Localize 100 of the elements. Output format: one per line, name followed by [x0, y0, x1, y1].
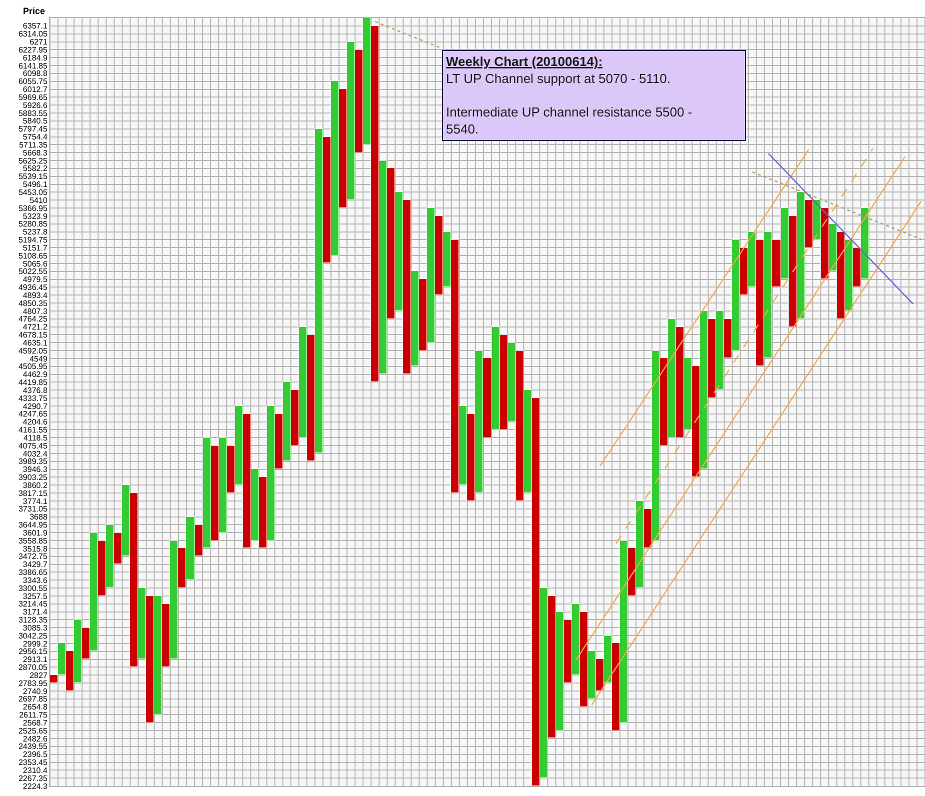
y-tick-label: 4721.2: [22, 322, 48, 332]
y-tick-label: 4247.65: [18, 410, 48, 419]
y-tick-label: 6141.85: [18, 61, 48, 70]
y-tick-label: 5969.65: [18, 92, 48, 102]
y-tick-label: 4592.05: [18, 346, 48, 356]
y-tick-label: 5366.95: [18, 204, 48, 213]
y-tick-label: 2525.65: [18, 726, 48, 736]
line-series: [615, 148, 874, 544]
y-tick-label: 3343.6: [22, 576, 48, 585]
y-tick-label: 5883.55: [18, 108, 48, 118]
y-tick-label: 4850.35: [18, 298, 48, 308]
y-axis-title: Price: [23, 6, 46, 16]
y-tick-label: 4764.25: [18, 314, 48, 324]
y-tick-label: 2267.35: [18, 774, 48, 783]
y-tick-label: 3601.9: [22, 528, 48, 538]
y-tick-label: 5711.35: [19, 140, 48, 150]
y-tick-label: 5151.7: [22, 243, 48, 252]
y-tick-label: 2439.55: [18, 742, 48, 752]
y-tick-label: 3085.3: [22, 623, 48, 632]
y-tick-label: 4161.55: [18, 426, 48, 435]
y-tick-label: 3558.85: [18, 536, 48, 546]
y-tick-label: 5625.25: [18, 156, 48, 166]
y-tick-label: 4075.45: [18, 441, 48, 450]
y-tick-label: 2482.6: [22, 734, 48, 744]
y-tick-label: 4505.95: [18, 362, 48, 372]
y-tick-label: 5065.6: [22, 259, 48, 268]
y-tick-label: 4290.7: [22, 402, 48, 411]
y-tick-label: 3774.1: [22, 496, 48, 506]
y-tick-label: 3860.2: [22, 480, 48, 490]
y-tick-label: 5668.3: [22, 148, 48, 158]
y-tick-label: 4204.6: [22, 418, 48, 427]
annotation: Weekly Chart (20100614):: [446, 54, 603, 69]
y-tick-label: 3903.25: [18, 473, 48, 482]
y-tick-label: 3042.25: [18, 631, 48, 640]
y-tick-label: 6314.05: [18, 30, 48, 39]
y-tick-label: 2611.75: [19, 710, 48, 720]
y-tick-label: 2783.95: [18, 678, 48, 688]
y-tick-label: 6271: [30, 38, 48, 47]
y-tick-label: 4333.75: [18, 394, 48, 403]
y-tick-label: 4979.5: [22, 275, 48, 284]
y-tick-label: 2827: [30, 670, 48, 680]
y-tick-label: 3171.4: [22, 608, 48, 617]
y-tick-label: 3688: [30, 512, 48, 522]
y-tick-label: 2740.9: [22, 686, 48, 696]
y-tick-label: 6055.75: [18, 77, 48, 86]
y-tick-label: 3300.55: [18, 584, 48, 593]
y-tick-label: 2999.2: [22, 639, 48, 648]
y-tick-label: 5323.9: [22, 212, 48, 221]
y-tick-label: 4462.9: [22, 370, 48, 380]
y-tick-label: 6184.9: [22, 53, 48, 62]
y-tick-label: 4678.15: [18, 330, 48, 340]
y-tick-label: 5237.8: [22, 228, 48, 237]
y-tick-label: 4032.4: [22, 449, 48, 458]
y-tick-label: 4936.45: [18, 283, 48, 292]
y-tick-label: 5582.2: [22, 164, 48, 174]
y-tick-label: 2654.8: [22, 702, 48, 712]
y-tick-label: 3946.3: [22, 465, 48, 474]
y-tick-label: 3386.65: [18, 568, 48, 578]
line-series: [599, 149, 810, 467]
y-tick-label: 2956.15: [18, 647, 48, 656]
y-tick-label: 6357.1: [22, 22, 48, 31]
y-tick-label: 3257.5: [22, 592, 48, 601]
y-tick-label: 3214.45: [18, 600, 48, 609]
line-series: [768, 152, 914, 304]
y-tick-label: 6098.8: [22, 69, 48, 78]
y-tick-label: 3128.35: [18, 616, 48, 625]
y-tick-label: 5108.65: [18, 251, 48, 260]
y-tick-label: 3731.05: [18, 504, 48, 514]
y-tick-label: 4376.8: [22, 386, 48, 395]
line-series: [591, 200, 922, 706]
y-tick-label: 4419.85: [18, 378, 48, 388]
y-tick-label: 5926.6: [22, 100, 48, 110]
y-tick-label: 2310.4: [22, 766, 48, 775]
y-tick-label: 5840.5: [22, 116, 48, 126]
y-tick-label: 2568.7: [22, 718, 48, 728]
y-tick-label: 2913.1: [22, 655, 48, 664]
y-tick-label: 5754.4: [22, 132, 48, 142]
y-tick-label: 2697.85: [18, 694, 48, 704]
y-tick-label: 4118.5: [24, 433, 48, 442]
y-tick-label: 5539.15: [18, 172, 48, 182]
y-tick-label: 2870.05: [18, 663, 48, 672]
annotation: LT UP Channel support at 5070 - 5110.: [446, 70, 671, 86]
y-tick-label: 2224.3: [22, 782, 48, 791]
y-tick-label: 5022.55: [18, 267, 48, 276]
y-tick-label: 2353.45: [18, 758, 48, 768]
y-tick-label: 5410: [30, 196, 48, 205]
y-tick-label: 3989.35: [18, 457, 48, 466]
y-tick-label: 2396.5: [22, 750, 48, 760]
y-tick-label: 4549: [30, 354, 48, 364]
y-tick-label: 5280.85: [18, 220, 48, 229]
y-tick-label: 5453.05: [18, 188, 48, 197]
y-tick-label: 4893.4: [22, 290, 48, 300]
y-tick-label: 3817.15: [18, 488, 48, 498]
y-tick-label: 5797.45: [18, 124, 48, 134]
line-series: [575, 156, 906, 661]
y-tick-label: 3429.7: [22, 560, 48, 570]
y-tick-label: 5194.75: [18, 235, 48, 244]
y-tick-label: 5496.1: [22, 180, 48, 190]
y-tick-label: 3644.95: [18, 520, 48, 530]
annotation: Intermediate UP channel resistance 5500 - 5540.: [446, 104, 692, 137]
